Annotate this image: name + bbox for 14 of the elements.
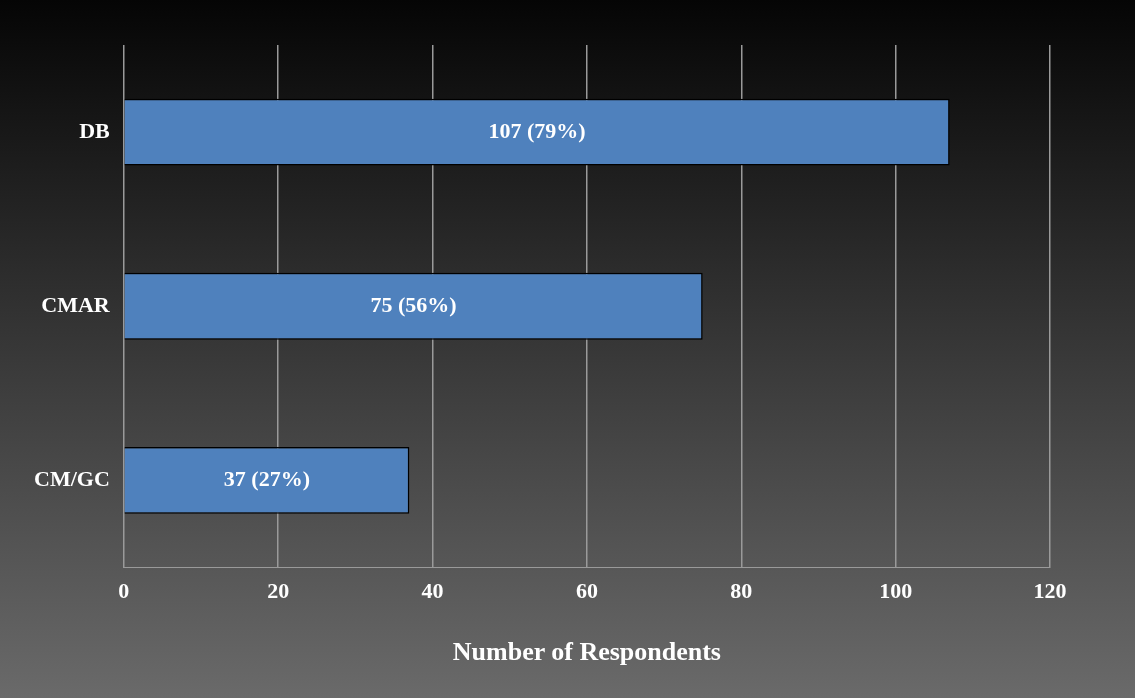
data-label: 75 (56%) [370,291,457,317]
x-tick-label: 0 [118,578,130,604]
x-tick-label: 80 [730,578,753,604]
x-tick-label: 120 [1033,578,1067,604]
x-tick-label: 100 [879,578,913,604]
y-tick-label: CMAR [41,291,111,317]
x-tick-label: 40 [421,578,444,604]
data-label: 107 (79%) [488,117,586,143]
y-tick-label: CM/GC [34,466,110,492]
data-label: 37 (27%) [223,466,311,492]
x-tick-label: 20 [267,578,290,604]
x-axis-title: Number of Respondents [452,637,721,667]
x-tick-label: 60 [575,578,598,604]
y-tick-label: DB [79,117,111,143]
